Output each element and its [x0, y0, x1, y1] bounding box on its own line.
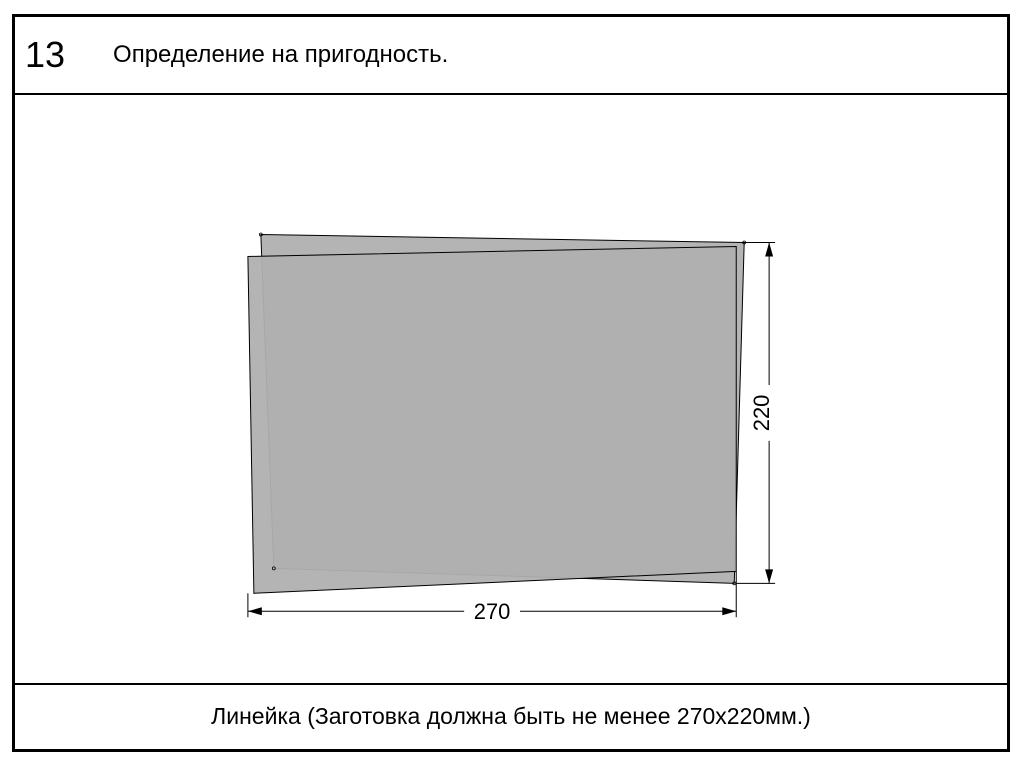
svg-text:270: 270: [474, 599, 511, 624]
spec-card: 13 Определение на пригодность. 270 220 Ли…: [12, 14, 1010, 752]
card-title: Определение на пригодность.: [113, 41, 448, 69]
card-header: 13 Определение на пригодность.: [15, 17, 1007, 95]
svg-text:220: 220: [749, 395, 774, 432]
technical-drawing: 270 220: [15, 95, 1007, 683]
card-footer: Линейка (Заготовка должна быть не менее …: [15, 685, 1007, 747]
footnote-text: Линейка (Заготовка должна быть не менее …: [211, 703, 811, 730]
step-number: 13: [25, 34, 65, 76]
card-body: 270 220: [15, 95, 1007, 685]
